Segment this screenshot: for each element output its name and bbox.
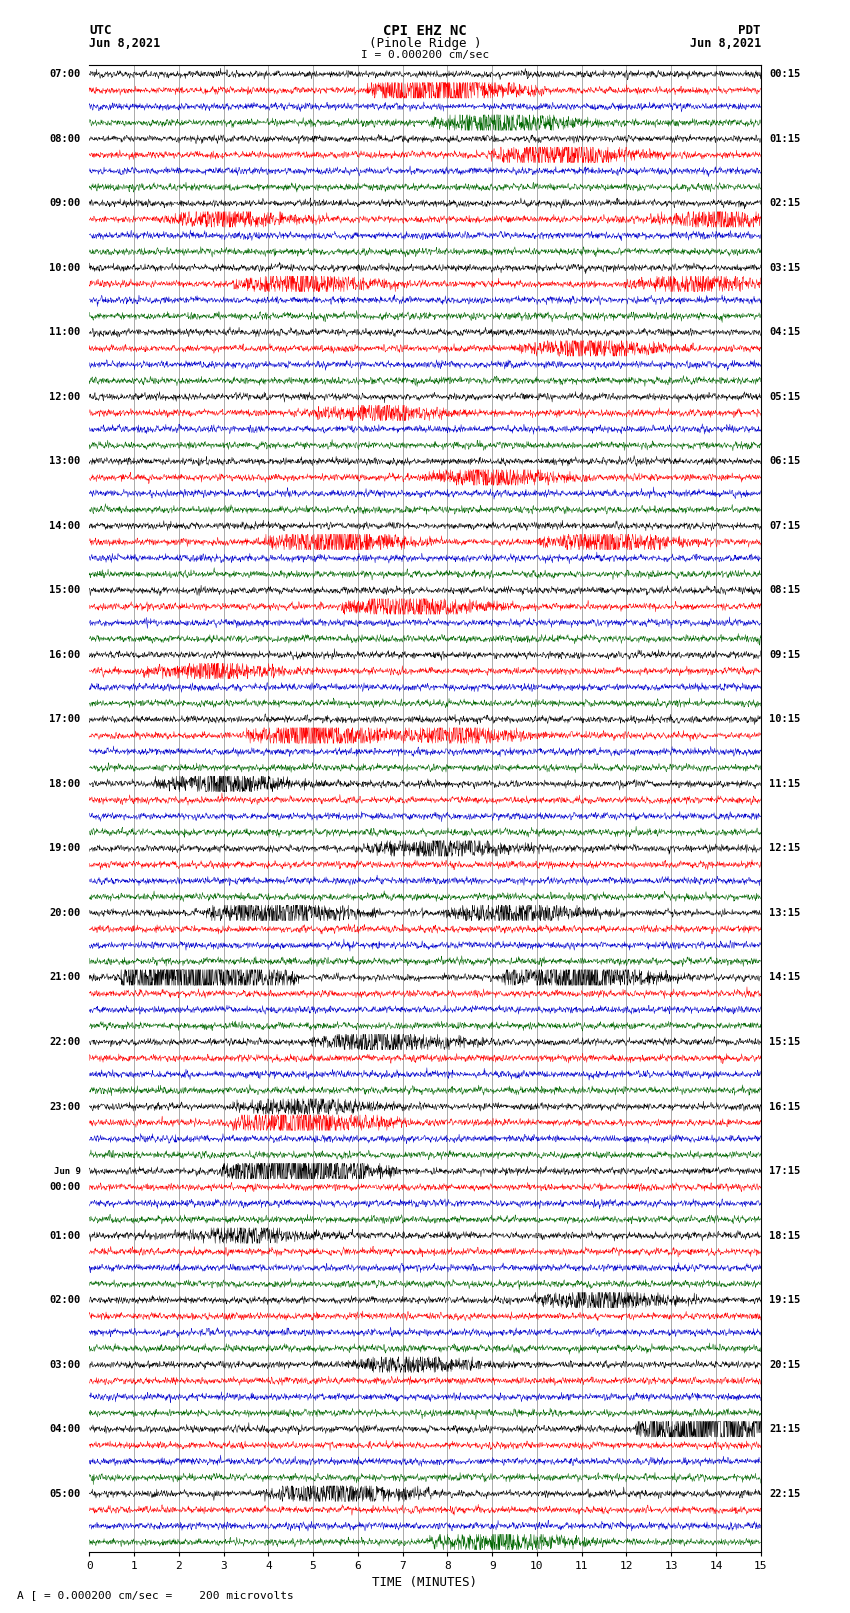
Text: 16:15: 16:15 — [769, 1102, 801, 1111]
Text: 07:00: 07:00 — [49, 69, 81, 79]
Text: 16:00: 16:00 — [49, 650, 81, 660]
Text: 21:00: 21:00 — [49, 973, 81, 982]
Text: 22:00: 22:00 — [49, 1037, 81, 1047]
Text: 17:15: 17:15 — [769, 1166, 801, 1176]
Text: 11:00: 11:00 — [49, 327, 81, 337]
Text: Jun 9: Jun 9 — [54, 1166, 81, 1176]
Text: 00:00: 00:00 — [49, 1182, 81, 1192]
Text: 05:00: 05:00 — [49, 1489, 81, 1498]
Text: 09:15: 09:15 — [769, 650, 801, 660]
Text: 00:15: 00:15 — [769, 69, 801, 79]
Text: Jun 8,2021: Jun 8,2021 — [89, 37, 161, 50]
Text: 21:15: 21:15 — [769, 1424, 801, 1434]
Text: 22:15: 22:15 — [769, 1489, 801, 1498]
Text: 03:00: 03:00 — [49, 1360, 81, 1369]
Text: 09:00: 09:00 — [49, 198, 81, 208]
Text: CPI EHZ NC: CPI EHZ NC — [383, 24, 467, 39]
Text: 13:00: 13:00 — [49, 456, 81, 466]
Text: 14:00: 14:00 — [49, 521, 81, 531]
Text: 19:15: 19:15 — [769, 1295, 801, 1305]
Text: 06:15: 06:15 — [769, 456, 801, 466]
Text: 17:00: 17:00 — [49, 715, 81, 724]
Text: PDT: PDT — [739, 24, 761, 37]
Text: 14:15: 14:15 — [769, 973, 801, 982]
Text: 08:00: 08:00 — [49, 134, 81, 144]
Text: 02:15: 02:15 — [769, 198, 801, 208]
Text: Jun 8,2021: Jun 8,2021 — [689, 37, 761, 50]
Text: 04:15: 04:15 — [769, 327, 801, 337]
Text: A [ = 0.000200 cm/sec =    200 microvolts: A [ = 0.000200 cm/sec = 200 microvolts — [17, 1590, 294, 1600]
Text: 20:15: 20:15 — [769, 1360, 801, 1369]
Text: 15:00: 15:00 — [49, 586, 81, 595]
Text: 01:00: 01:00 — [49, 1231, 81, 1240]
Text: 04:00: 04:00 — [49, 1424, 81, 1434]
Text: 23:00: 23:00 — [49, 1102, 81, 1111]
Text: 20:00: 20:00 — [49, 908, 81, 918]
Text: 15:15: 15:15 — [769, 1037, 801, 1047]
Text: 01:15: 01:15 — [769, 134, 801, 144]
Text: 10:15: 10:15 — [769, 715, 801, 724]
Text: 05:15: 05:15 — [769, 392, 801, 402]
Text: 07:15: 07:15 — [769, 521, 801, 531]
Text: 03:15: 03:15 — [769, 263, 801, 273]
Text: 11:15: 11:15 — [769, 779, 801, 789]
Text: (Pinole Ridge ): (Pinole Ridge ) — [369, 37, 481, 50]
Text: 08:15: 08:15 — [769, 586, 801, 595]
X-axis label: TIME (MINUTES): TIME (MINUTES) — [372, 1576, 478, 1589]
Text: 02:00: 02:00 — [49, 1295, 81, 1305]
Text: 12:00: 12:00 — [49, 392, 81, 402]
Text: UTC: UTC — [89, 24, 111, 37]
Text: 10:00: 10:00 — [49, 263, 81, 273]
Text: 18:00: 18:00 — [49, 779, 81, 789]
Text: 18:15: 18:15 — [769, 1231, 801, 1240]
Text: I = 0.000200 cm/sec: I = 0.000200 cm/sec — [361, 50, 489, 60]
Text: 19:00: 19:00 — [49, 844, 81, 853]
Text: 13:15: 13:15 — [769, 908, 801, 918]
Text: 12:15: 12:15 — [769, 844, 801, 853]
